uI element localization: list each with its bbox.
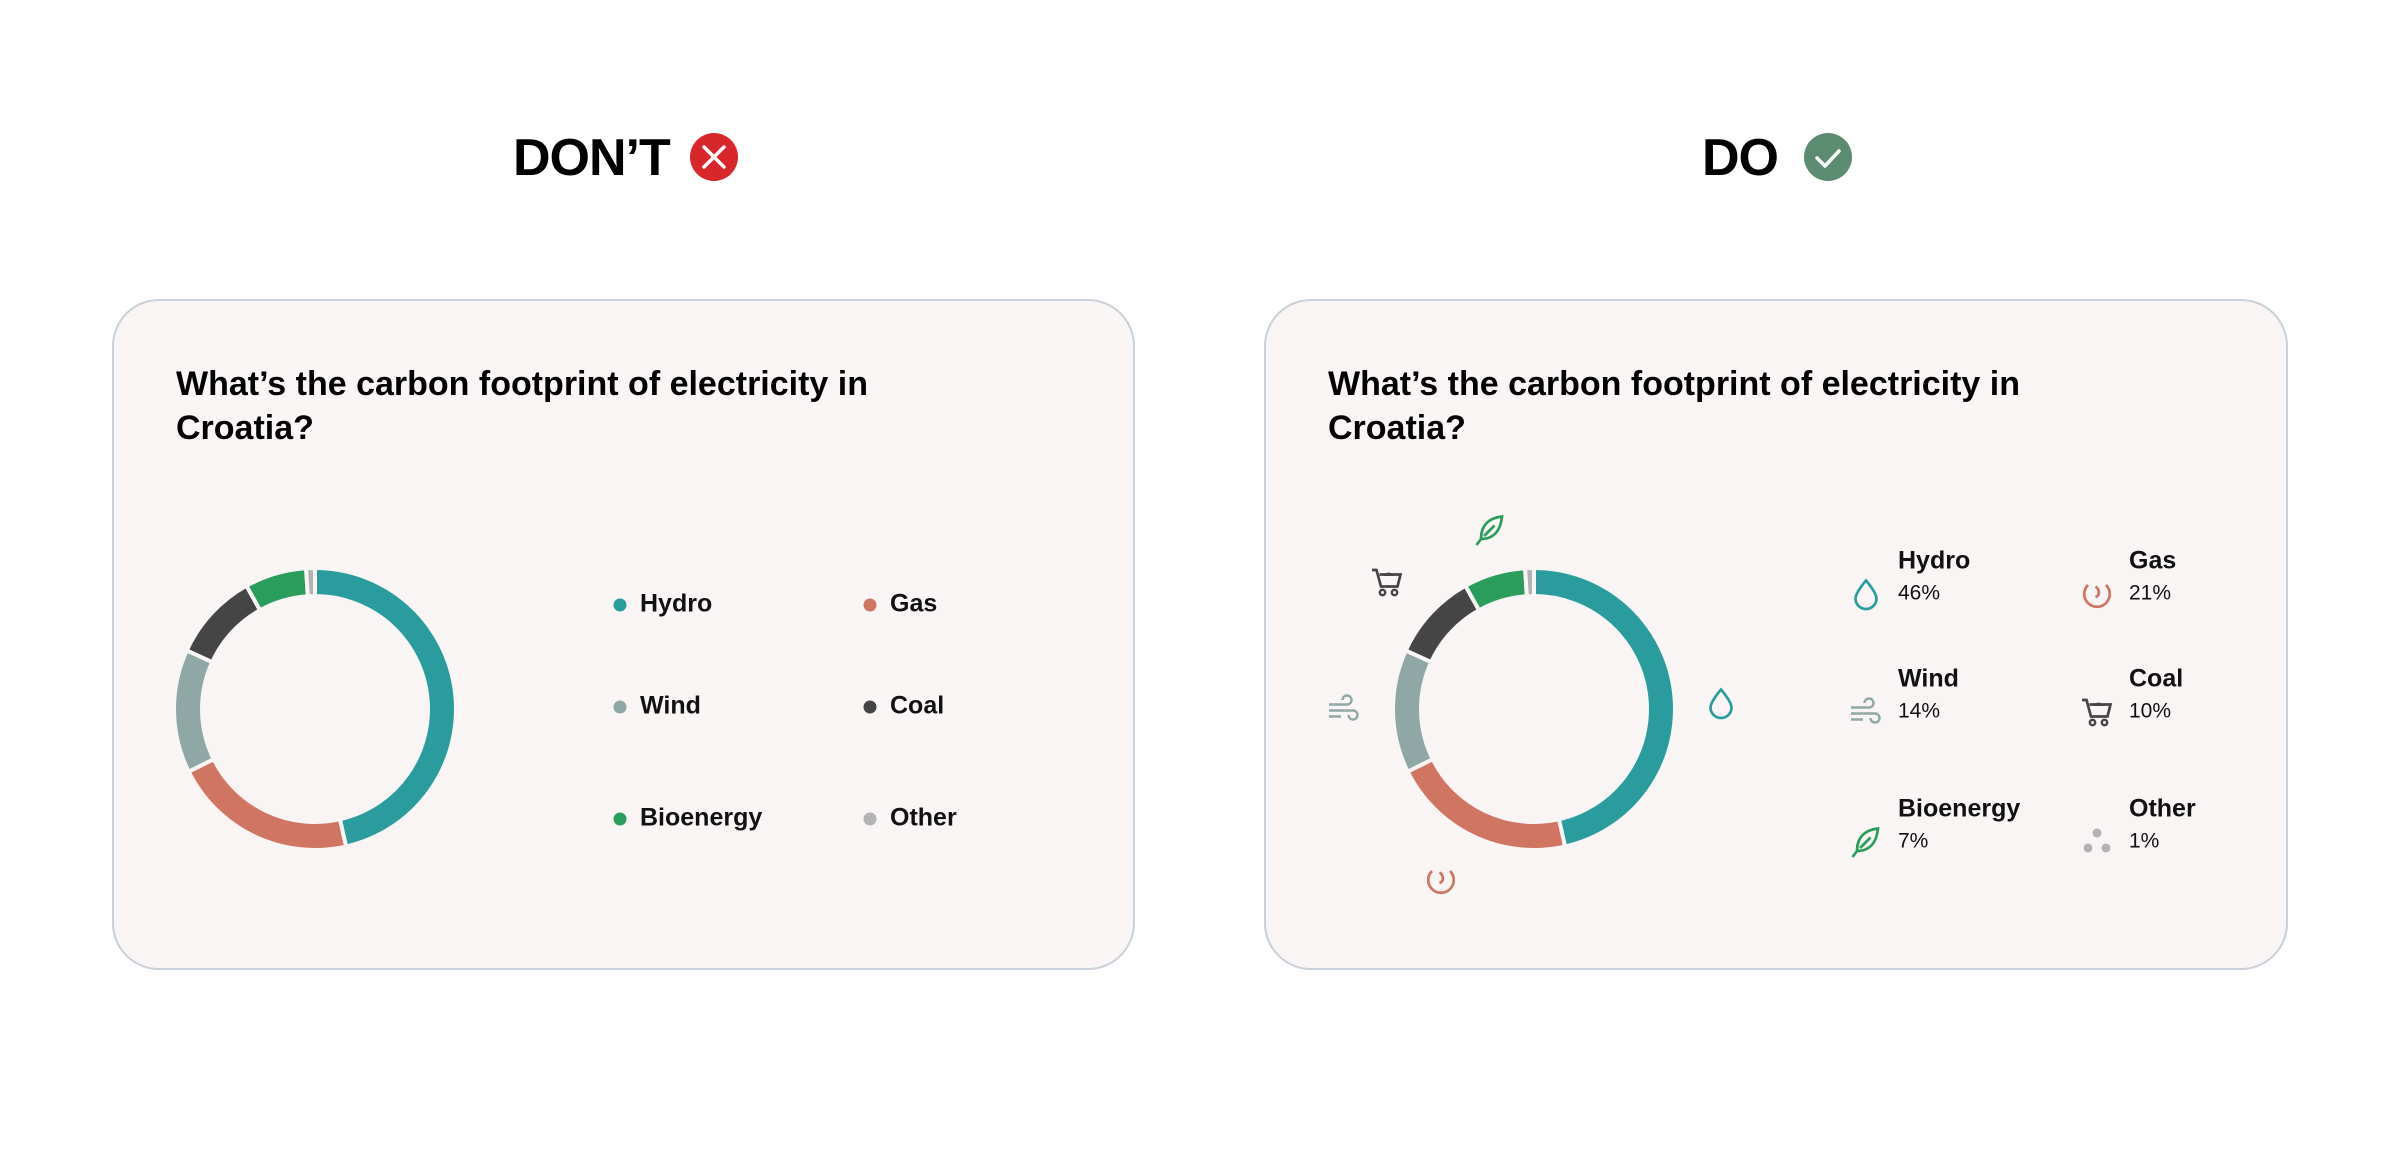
legend-label: Coal bbox=[890, 692, 944, 720]
donut-segment bbox=[1522, 565, 1536, 599]
card bbox=[1264, 299, 2288, 970]
legend-label: Other bbox=[890, 804, 957, 832]
legend-label: Gas bbox=[2129, 547, 2176, 575]
value-label: 14% bbox=[1898, 700, 1940, 723]
legend-swatch bbox=[613, 598, 627, 612]
legend-label: Hydro bbox=[640, 590, 712, 618]
legend-label: Bioenergy bbox=[640, 804, 762, 832]
value-label: 7% bbox=[1898, 830, 1928, 853]
legend-swatch bbox=[613, 700, 627, 714]
legend-label: Wind bbox=[640, 692, 701, 720]
chart-title: What’s the carbon footprint of electrici… bbox=[1328, 365, 2020, 447]
legend-label: Wind bbox=[1898, 665, 1959, 693]
legend-swatch bbox=[863, 598, 877, 612]
legend-swatch bbox=[863, 700, 877, 714]
value-label: 46% bbox=[1898, 582, 1940, 605]
legend-swatch bbox=[863, 812, 877, 826]
card bbox=[112, 299, 1135, 970]
value-label: 10% bbox=[2129, 700, 2171, 723]
value-label: 1% bbox=[2129, 830, 2159, 853]
do-badge bbox=[1804, 133, 1852, 181]
heading: DO bbox=[1702, 129, 1778, 187]
legend-label: Hydro bbox=[1898, 547, 1970, 575]
value-label: 21% bbox=[2129, 582, 2171, 605]
dont-badge bbox=[690, 133, 738, 181]
chart-title: What’s the carbon footprint of electrici… bbox=[176, 365, 868, 447]
legend-label: Other bbox=[2129, 795, 2196, 823]
legend-swatch bbox=[613, 812, 627, 826]
legend-label: Coal bbox=[2129, 665, 2183, 693]
heading: DON’T bbox=[513, 129, 671, 187]
legend-label: Gas bbox=[890, 590, 937, 618]
donut-segment bbox=[303, 565, 317, 599]
legend-label: Bioenergy bbox=[1898, 795, 2020, 823]
